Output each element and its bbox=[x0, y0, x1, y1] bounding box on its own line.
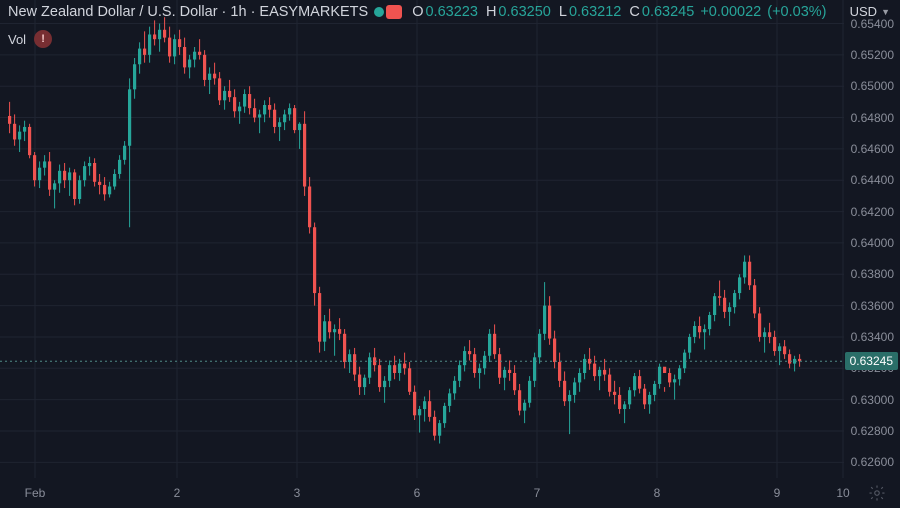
y-tick: 0.62600 bbox=[851, 455, 894, 469]
symbol-title[interactable]: New Zealand Dollar / U.S. Dollar · 1h · … bbox=[8, 4, 368, 20]
x-tick: 10 bbox=[836, 486, 849, 500]
currency-selector[interactable]: USD ▼ bbox=[850, 4, 890, 19]
y-tick: 0.64800 bbox=[851, 111, 894, 125]
y-tick: 0.62800 bbox=[851, 424, 894, 438]
status-badge bbox=[374, 5, 402, 19]
y-tick: 0.64400 bbox=[851, 173, 894, 187]
ohlc-readout: O0.63223 H0.63250 L0.63212 C0.63245 +0.0… bbox=[408, 4, 826, 20]
market-status-dot bbox=[374, 7, 384, 17]
x-tick: Feb bbox=[25, 486, 46, 500]
x-axis: Feb23678910 bbox=[0, 478, 844, 508]
chart-header: New Zealand Dollar / U.S. Dollar · 1h · … bbox=[8, 4, 840, 20]
current-price-label: 0.63245 bbox=[845, 352, 898, 370]
x-tick: 9 bbox=[774, 486, 781, 500]
y-tick: 0.63800 bbox=[851, 267, 894, 281]
price-chart[interactable] bbox=[0, 0, 844, 478]
x-tick: 6 bbox=[414, 486, 421, 500]
y-tick: 0.64200 bbox=[851, 205, 894, 219]
y-tick: 0.63400 bbox=[851, 330, 894, 344]
y-tick: 0.64000 bbox=[851, 236, 894, 250]
status-pill bbox=[386, 5, 402, 19]
settings-icon[interactable] bbox=[868, 484, 886, 502]
x-tick: 2 bbox=[174, 486, 181, 500]
volume-row: Vol ! bbox=[8, 30, 52, 48]
vol-alert-icon[interactable]: ! bbox=[34, 30, 52, 48]
y-tick: 0.63600 bbox=[851, 299, 894, 313]
y-tick: 0.65200 bbox=[851, 48, 894, 62]
vol-label[interactable]: Vol bbox=[8, 32, 26, 47]
x-tick: 3 bbox=[294, 486, 301, 500]
y-axis: 0.626000.628000.630000.632000.634000.636… bbox=[844, 0, 900, 478]
y-tick: 0.65000 bbox=[851, 79, 894, 93]
x-tick: 8 bbox=[654, 486, 661, 500]
chevron-down-icon: ▼ bbox=[881, 7, 890, 17]
y-tick: 0.64600 bbox=[851, 142, 894, 156]
x-tick: 7 bbox=[534, 486, 541, 500]
y-tick: 0.63000 bbox=[851, 393, 894, 407]
